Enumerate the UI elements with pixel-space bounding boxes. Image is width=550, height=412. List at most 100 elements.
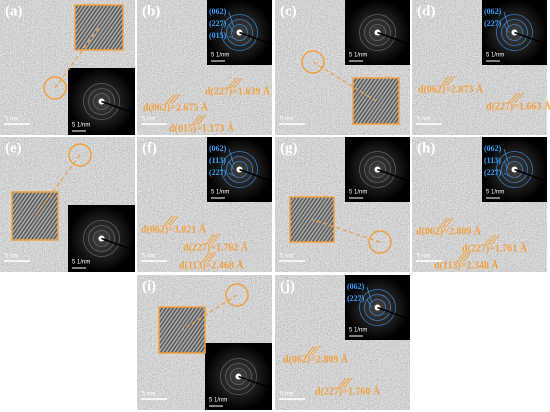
diffraction-ring [221, 151, 258, 188]
selected-area [368, 230, 392, 254]
ring-pointer [503, 148, 509, 164]
ring-pointer [503, 11, 509, 27]
fringe-marker [446, 75, 456, 87]
lattice-spacing: d(227)=1.760 Å [315, 385, 381, 397]
fringe-marker [459, 251, 469, 263]
scale-label: 5 nm [280, 392, 293, 398]
lattice-spacing: d(062)=2.675 Å [143, 101, 209, 113]
panel-label: (b) [142, 3, 160, 19]
ring-pointer [503, 172, 509, 176]
lattice-spacing: d(227)=1.639 Å [205, 85, 271, 97]
connector [312, 61, 377, 102]
scale-label: 5 nm [417, 254, 430, 260]
magnified-region [11, 191, 59, 241]
fft-scale-label: 5 1/nm [349, 328, 367, 334]
diffraction-ring [496, 14, 533, 51]
fringe-marker [511, 92, 521, 104]
ring-label: (062) [484, 7, 502, 16]
ring-pointer [503, 23, 509, 33]
fft-scale-label: 5 1/nm [211, 53, 229, 59]
lattice-spacing: d(015)=1.173 Å [169, 122, 235, 134]
selected-area [225, 283, 249, 307]
diffraction-ring [501, 19, 528, 46]
fringe-marker [438, 217, 448, 229]
connector [54, 27, 100, 89]
panel: 5 1/nm 5 nm (c) [275, 0, 411, 135]
diffraction-ring [231, 24, 248, 41]
fft-scale-label: 5 1/nm [486, 53, 504, 59]
ring-label: (113) [484, 156, 501, 165]
fft-scale-label: 5 1/nm [211, 190, 229, 196]
magnified-region [352, 77, 400, 125]
fringe-marker [487, 234, 497, 246]
lattice-spacing: d(227)=1.761 Å [462, 242, 528, 254]
diffraction-ring [231, 161, 248, 178]
panel-label: (h) [417, 140, 435, 156]
fringe-marker [305, 345, 315, 357]
beam-stop [377, 31, 411, 46]
ring-pointer [228, 35, 234, 39]
scale-label: 5 nm [142, 254, 155, 260]
ring-pointer [366, 298, 372, 308]
ring-pointer [366, 286, 372, 302]
ring-label: (227) [209, 19, 227, 28]
fringe-marker [490, 234, 500, 246]
ring-pointer [503, 160, 509, 170]
connector [311, 218, 381, 243]
diffraction-ring [93, 230, 110, 247]
beam-stop [377, 306, 411, 321]
panel: 5 1/nm 5 nm (i) [137, 275, 273, 410]
beam-stop [239, 168, 273, 183]
diffraction-ring [506, 161, 523, 178]
ring-label: (062) [347, 282, 365, 291]
diffraction-ring [364, 19, 391, 46]
fringe-marker [207, 251, 217, 263]
lattice-spacing: d(062)=2.809 Å [416, 225, 482, 237]
diffraction-ring [226, 19, 253, 46]
panel-label: (i) [142, 278, 156, 294]
beam-stop [238, 375, 273, 390]
panel: 5 1/nm (062) (113) (227) d(062)=3.021 Å d(227… [137, 137, 273, 272]
panel-label: (e) [5, 140, 22, 156]
diffraction-ring [359, 14, 396, 51]
lattice-spacing: d(113)=2.348 Å [434, 259, 499, 271]
scale-label: 5 nm [280, 117, 293, 123]
lattice-spacing: d(227)=1.762 Å [183, 241, 249, 253]
fft-scale-label: 5 1/nm [209, 398, 227, 404]
lattice-spacing: d(062)=2.809 Å [283, 353, 349, 365]
magnified-region [74, 4, 124, 51]
fringe-marker [311, 345, 321, 357]
fringe-marker [456, 251, 466, 263]
fringe-marker [340, 377, 350, 389]
ring-label: (113) [209, 156, 226, 165]
fft-scale-label: 5 1/nm [349, 190, 367, 196]
fringe-marker [233, 77, 243, 89]
diffraction-ring [369, 299, 386, 316]
fringe-marker [444, 217, 454, 229]
fringe-marker [443, 75, 453, 87]
scale-label: 5 nm [142, 392, 155, 398]
diffraction-ring [506, 24, 523, 41]
diffraction-ring [88, 88, 115, 115]
panel: 5 1/nm 5 nm (g) [275, 137, 411, 272]
panel: 5 1/nm (062) (227) d(062)=2.873 Åd(227)=1.6… [412, 0, 550, 135]
beam-stop [101, 237, 136, 252]
fft-scale-label: 5 1/nm [72, 260, 90, 266]
fringe-marker [201, 251, 211, 263]
panel: 5 1/nm (062) (113) (227) d(062)=2.809 Å d(227… [412, 137, 548, 272]
diffraction-ring [359, 151, 396, 188]
ring-label: (062) [484, 144, 502, 153]
diffraction-ring [369, 161, 386, 178]
ring-label: (227) [209, 168, 227, 177]
connector [34, 154, 81, 217]
fringe-marker [441, 217, 451, 229]
fringe-marker [343, 377, 353, 389]
diffraction-ring [83, 83, 120, 120]
fft-scale-label: 5 1/nm [486, 190, 504, 196]
ring-pointer [228, 23, 234, 33]
panel-label: (f) [142, 140, 157, 156]
panel-label: (a) [5, 3, 23, 19]
fringe-marker [171, 93, 181, 105]
selected-area [43, 76, 67, 100]
